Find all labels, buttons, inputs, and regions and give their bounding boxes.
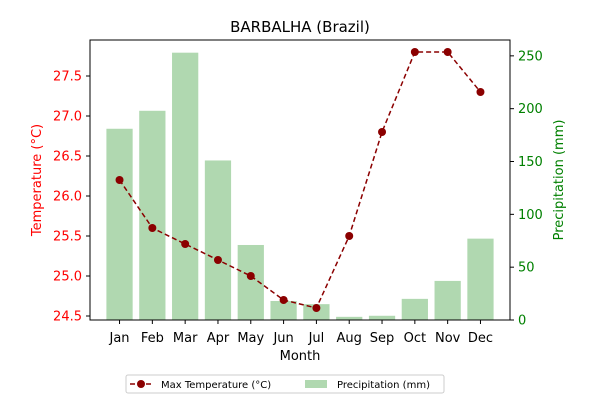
right-tick-label-250: 250 [518, 49, 543, 64]
right-tick-label-200: 200 [518, 102, 543, 117]
left-tick-label-27.0: 27.0 [53, 110, 82, 125]
x-tick-label-may: May [237, 331, 264, 346]
right-axis-label: Precipitation (mm) [552, 120, 567, 241]
x-axis: Jan Feb Mar Apr May Jun Jul Aug Sep Oct Nov Dec [109, 320, 493, 346]
legend: Max Temperature (°C) Precipitation (mm) [125, 374, 445, 394]
precip-bar-jun [270, 300, 297, 320]
legend-label-temperature: Max Temperature (°C) [161, 380, 271, 391]
left-tick-label-27.5: 27.5 [53, 70, 82, 85]
left-tick-label-26.0: 26.0 [53, 190, 82, 205]
left-y-axis: 24.5 25.0 25.5 26.0 26.5 27.0 27.5 [53, 70, 90, 325]
left-axis-label: Temperature (°C) [30, 124, 45, 237]
temperature-point-nov [443, 48, 452, 56]
x-tick-label-feb: Feb [141, 331, 164, 346]
line-layer [115, 48, 485, 312]
precip-bar-mar [172, 52, 199, 320]
x-tick-label-nov: Nov [435, 331, 461, 346]
right-y-axis: 0 50 100 150 200 250 [510, 49, 543, 329]
precip-bar-apr [204, 160, 232, 320]
precip-bar-oct [401, 298, 428, 320]
temperature-point-dec [476, 88, 485, 96]
precip-bar-sep [368, 315, 396, 320]
x-tick-label-jun: Jun [272, 331, 293, 346]
precip-bar-dec [467, 238, 494, 320]
temperature-point-feb [148, 224, 157, 232]
temperature-point-sep [378, 128, 387, 136]
temperature-point-mar [181, 240, 190, 248]
legend-label-precipitation: Precipitation (mm) [337, 380, 430, 391]
x-tick-label-oct: Oct [404, 331, 426, 346]
left-tick-label-24.5: 24.5 [53, 310, 82, 325]
chart-title: BARBALHA (Brazil) [230, 18, 370, 36]
temperature-line [118, 51, 482, 309]
x-tick-label-sep: Sep [370, 331, 395, 346]
x-axis-label: Month [280, 349, 321, 364]
legend-bar-swatch [305, 380, 327, 388]
right-tick-label-150: 150 [518, 155, 543, 170]
legend-box [125, 374, 445, 394]
temperature-point-jan [115, 176, 124, 184]
temperature-point-apr [213, 256, 222, 264]
left-tick-label-25.0: 25.0 [53, 270, 82, 285]
precip-bar-jan [106, 128, 133, 320]
x-tick-label-jul: Jul [308, 331, 325, 346]
right-tick-label-0: 0 [518, 314, 526, 329]
right-tick-label-100: 100 [518, 208, 543, 223]
plot-frame [89, 39, 511, 321]
precip-bar-aug [336, 316, 363, 320]
x-tick-label-dec: Dec [468, 331, 493, 346]
precip-bar-nov [434, 280, 461, 320]
temperature-point-may [246, 272, 255, 280]
legend-line-marker [137, 380, 145, 388]
x-tick-label-aug: Aug [337, 331, 362, 346]
left-tick-label-26.5: 26.5 [53, 150, 82, 165]
temperature-point-oct [410, 48, 419, 56]
temperature-point-jul [312, 304, 321, 312]
temperature-point-aug [345, 232, 354, 240]
temperature-point-jun [279, 296, 288, 304]
right-tick-label-50: 50 [518, 261, 535, 276]
left-tick-label-25.5: 25.5 [53, 230, 82, 245]
x-tick-label-mar: Mar [173, 331, 198, 346]
bars-layer [106, 52, 494, 320]
x-tick-label-apr: Apr [207, 331, 230, 346]
precip-bar-jul [303, 304, 330, 320]
x-tick-label-jan: Jan [109, 331, 130, 346]
